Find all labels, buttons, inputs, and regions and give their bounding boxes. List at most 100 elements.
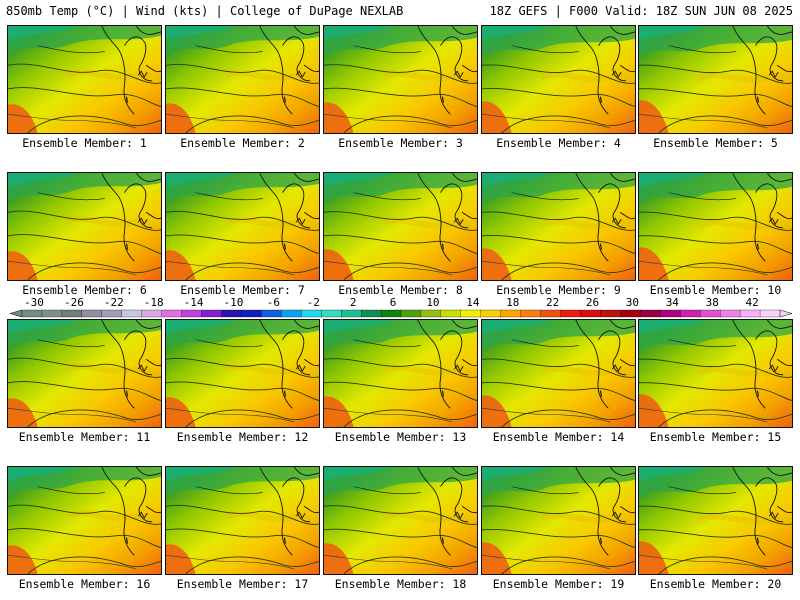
ensemble-member-map [481, 466, 636, 575]
colorbar-swatch [241, 309, 262, 318]
colorbar-swatch [600, 309, 621, 318]
ensemble-member-map [7, 25, 162, 134]
colorbar-tick-label: -22 [104, 296, 124, 309]
colorbar-tick-label: 38 [706, 296, 719, 309]
colorbar-swatch [341, 309, 362, 318]
temperature-colorbar: -30 -26 -22 -18 -14 -10 -6 -2 2 6 10 14 18 22 26 30 34 38… [10, 296, 792, 318]
colorbar-swatch [440, 309, 462, 318]
colorbar-tick-label: -30 [24, 296, 44, 309]
colorbar-swatch [321, 309, 342, 318]
colorbar-tick-label: 22 [546, 296, 559, 309]
ensemble-member-label: Ensemble Member: 3 [338, 136, 463, 150]
colorbar-swatch [700, 309, 721, 318]
colorbar-swatch [201, 309, 222, 318]
ensemble-member-label: Ensemble Member: 9 [496, 283, 621, 297]
ensemble-member-label: Ensemble Member: 10 [649, 283, 782, 297]
colorbar-tick-label: -18 [144, 296, 164, 309]
ensemble-member-label: Ensemble Member: 5 [653, 136, 778, 150]
colorbar-swatch [400, 309, 422, 318]
colorbar-max-arrow [779, 309, 792, 318]
ensemble-member-map [165, 466, 320, 575]
colorbar-swatch [181, 309, 202, 318]
colorbar-swatch [640, 309, 661, 318]
colorbar-swatch [520, 309, 542, 318]
ensemble-member-map [323, 172, 478, 281]
colorbar-swatch [680, 309, 701, 318]
ensemble-member-label: Ensemble Member: 7 [180, 283, 305, 297]
ensemble-member-map [481, 172, 636, 281]
colorbar-swatch [580, 309, 601, 318]
colorbar-tick-label: 2 [350, 296, 357, 309]
ensemble-member-map [7, 466, 162, 575]
colorbar-tick-label: -6 [267, 296, 280, 309]
colorbar-swatch [101, 309, 123, 318]
ensemble-member-label: Ensemble Member: 12 [176, 430, 309, 444]
colorbar-tick-label: 10 [426, 296, 439, 309]
colorbar-tick-label: 14 [466, 296, 480, 309]
colorbar-swatch [720, 309, 741, 318]
ensemble-member-label: Ensemble Member: 17 [176, 577, 309, 591]
colorbar-swatch [660, 309, 681, 318]
colorbar-swatch [281, 309, 302, 318]
ensemble-member-label: Ensemble Member: 1 [22, 136, 147, 150]
colorbar-tick-label: -2 [307, 296, 320, 309]
ensemble-member-map [165, 172, 320, 281]
ensemble-member-label: Ensemble Member: 14 [492, 430, 625, 444]
colorbar-swatch [121, 309, 143, 318]
ensemble-member-label: Ensemble Member: 6 [22, 283, 147, 297]
ensemble-member-map [638, 172, 793, 281]
colorbar-tick-label: 26 [586, 296, 599, 309]
ensemble-member-label: Ensemble Member: 19 [492, 577, 625, 591]
ensemble-member-label: Ensemble Member: 4 [496, 136, 621, 150]
colorbar-tick-label: 34 [666, 296, 680, 309]
colorbar-swatch [261, 309, 282, 318]
colorbar-swatch [301, 309, 322, 318]
colorbar-min-arrow [10, 309, 23, 318]
colorbar-swatch [141, 309, 163, 318]
colorbar-tick-label: 30 [626, 296, 639, 309]
ensemble-member-map [323, 25, 478, 134]
chart-title: 850mb Temp (°C) | Wind (kts) | College o… [6, 4, 404, 18]
colorbar-swatch [21, 309, 43, 318]
colorbar-swatch [420, 309, 442, 318]
colorbar-swatch [380, 309, 402, 318]
colorbar-swatch [460, 309, 482, 318]
colorbar-swatch [61, 309, 83, 318]
colorbar-swatch [221, 309, 242, 318]
colorbar-swatch [739, 309, 761, 318]
colorbar-swatch [560, 309, 581, 318]
ensemble-member-map [638, 319, 793, 428]
colorbar-swatch [480, 309, 502, 318]
ensemble-member-map [638, 466, 793, 575]
colorbar-swatch [81, 309, 103, 318]
ensemble-member-label: Ensemble Member: 8 [338, 283, 463, 297]
colorbar-tick-label: -14 [184, 296, 204, 309]
colorbar-tick-label: -26 [64, 296, 84, 309]
colorbar-swatch [759, 309, 781, 318]
colorbar-tick-label: 42 [745, 296, 758, 309]
colorbar-swatch [161, 309, 183, 318]
colorbar-tick-label: -10 [224, 296, 244, 309]
colorbar-swatch [41, 309, 63, 318]
ensemble-member-label: Ensemble Member: 2 [180, 136, 305, 150]
ensemble-member-map [323, 319, 478, 428]
colorbar-swatch [620, 309, 641, 318]
ensemble-member-map [7, 172, 162, 281]
ensemble-member-map [481, 319, 636, 428]
ensemble-member-map [7, 319, 162, 428]
ensemble-member-label: Ensemble Member: 11 [18, 430, 151, 444]
colorbar-swatch [360, 309, 382, 318]
colorbar-swatch [500, 309, 522, 318]
ensemble-member-label: Ensemble Member: 15 [649, 430, 782, 444]
ensemble-member-label: Ensemble Member: 18 [334, 577, 467, 591]
ensemble-member-map [638, 25, 793, 134]
ensemble-member-map [165, 319, 320, 428]
colorbar-swatch [540, 309, 562, 318]
ensemble-member-label: Ensemble Member: 20 [649, 577, 782, 591]
ensemble-member-map [165, 25, 320, 134]
ensemble-member-label: Ensemble Member: 13 [334, 430, 467, 444]
valid-time: 18Z GEFS | F000 Valid: 18Z SUN JUN 08 20… [489, 4, 793, 18]
colorbar-tick-label: 18 [506, 296, 519, 309]
ensemble-member-map [323, 466, 478, 575]
ensemble-member-map [481, 25, 636, 134]
